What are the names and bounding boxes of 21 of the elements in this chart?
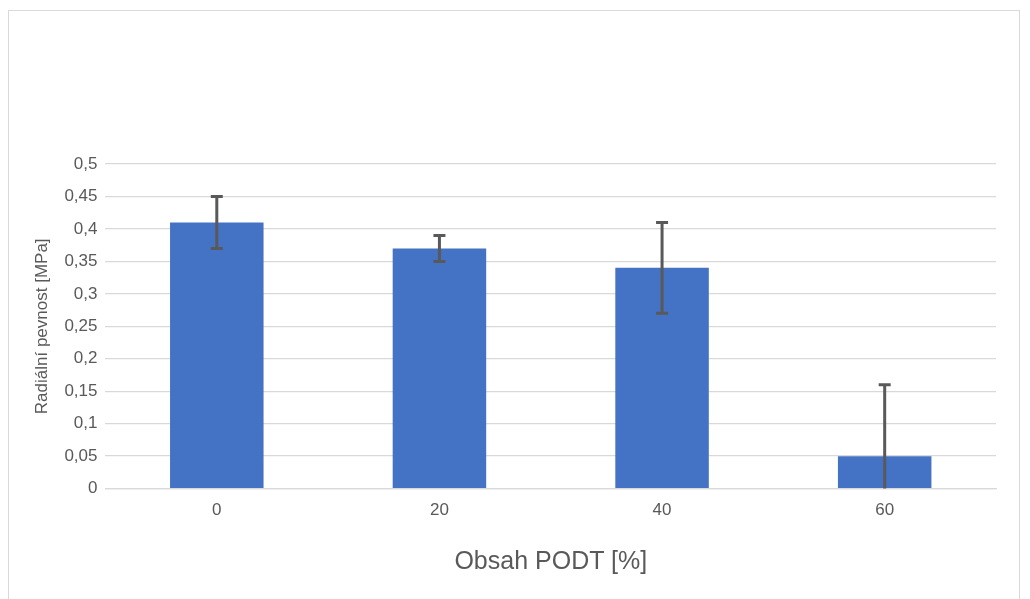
y-tick-label: 0,45 (64, 186, 98, 206)
y-tick-label: 0,3 (73, 283, 98, 303)
y-tick-label: 0,35 (64, 251, 98, 271)
x-tick-label: 60 (875, 500, 895, 520)
y-tick-label: 0,1 (73, 413, 98, 433)
y-tick-label: 0,05 (64, 445, 98, 465)
x-tick-label: 40 (652, 500, 672, 520)
y-tick-label: 0,25 (64, 315, 98, 335)
y-tick-label: 0,15 (64, 380, 98, 400)
y-tick-label: 0,5 (73, 153, 98, 173)
bar (392, 248, 487, 488)
x-tick-label: 20 (429, 500, 449, 520)
y-tick-label: 0,4 (73, 218, 98, 238)
y-axis-title: Radiální pevnost [MPa] (31, 238, 51, 415)
x-tick-label: 0 (212, 500, 222, 520)
x-axis-title: Obsah PODT [%] (454, 545, 648, 574)
bar (837, 456, 932, 488)
y-tick-label: 0 (88, 478, 98, 498)
bar (615, 267, 709, 488)
bar (170, 222, 264, 488)
y-tick-label: 0,2 (73, 348, 98, 368)
